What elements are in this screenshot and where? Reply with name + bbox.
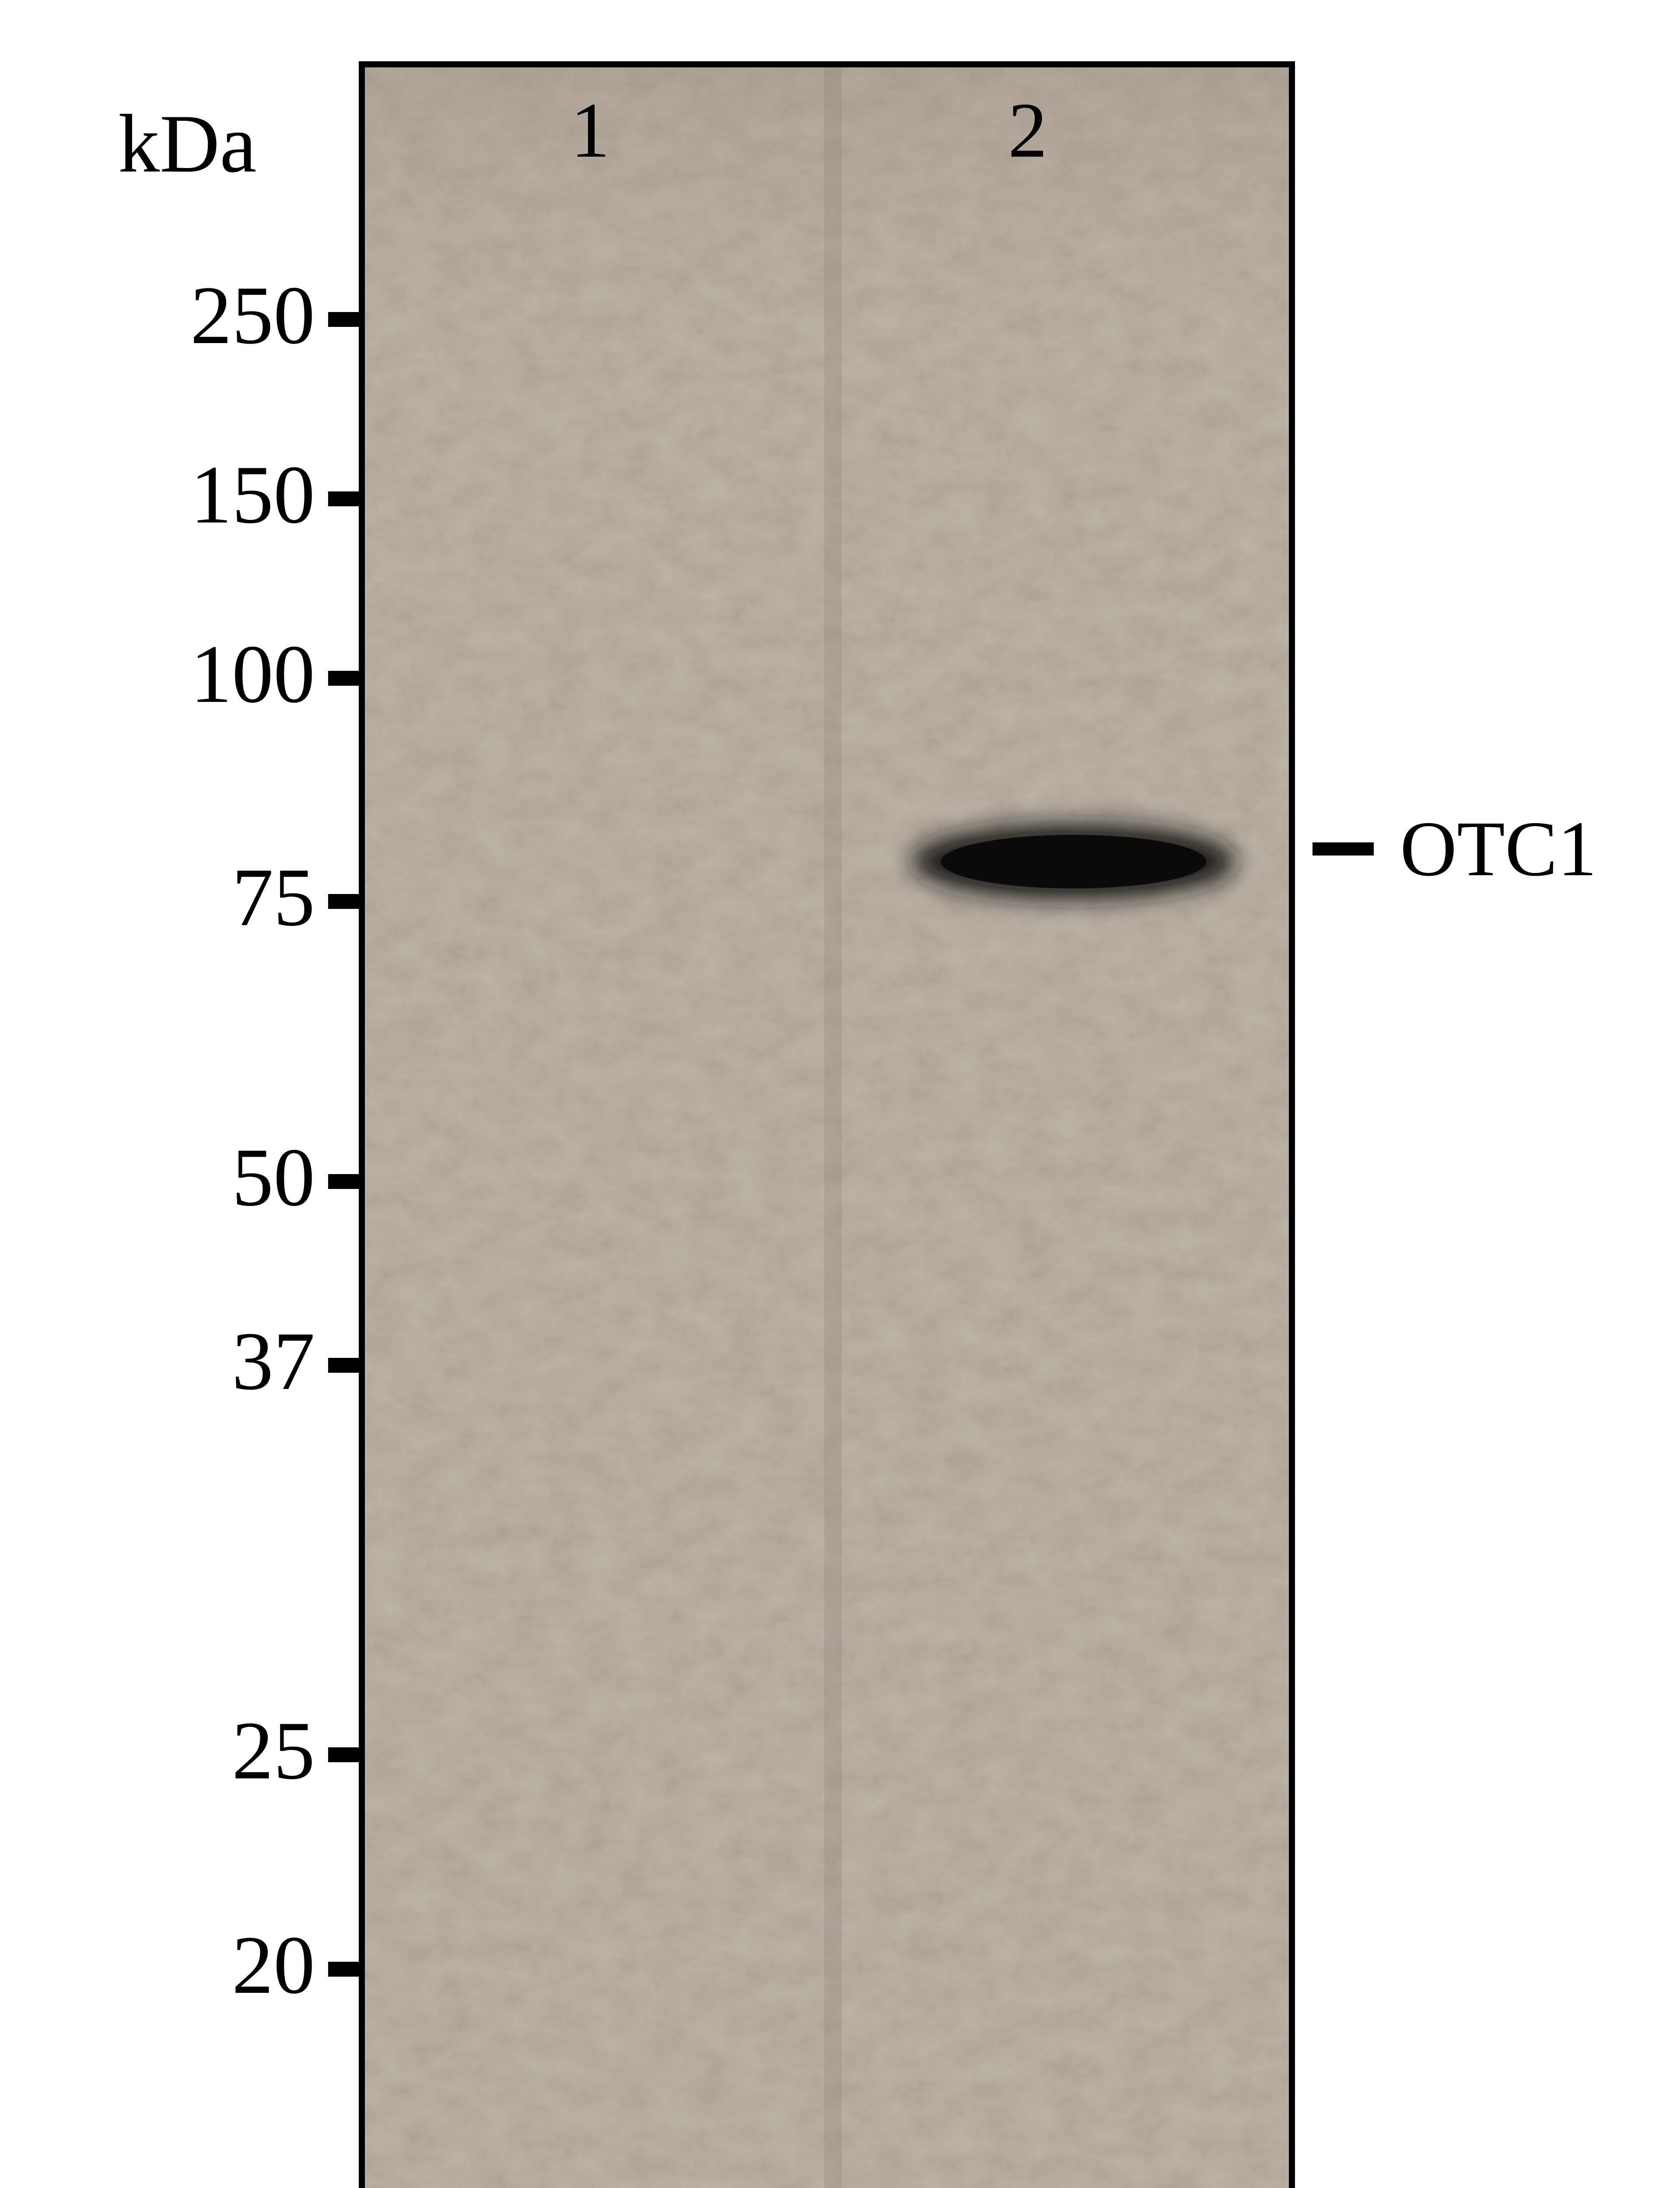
- band-label: OTC1: [1400, 803, 1597, 894]
- marker-label-50: 50: [131, 1130, 315, 1225]
- marker-label-75: 75: [131, 850, 315, 945]
- blot-membrane: 12: [359, 61, 1295, 2188]
- marker-label-250: 250: [131, 268, 315, 363]
- kda-axis-label: kDa: [118, 96, 257, 192]
- marker-label-25: 25: [131, 1703, 315, 1799]
- marker-label-20: 20: [131, 1918, 315, 2013]
- band-label-tick: [1312, 842, 1374, 856]
- lane-header-2: 2: [1008, 85, 1047, 175]
- marker-label-37: 37: [131, 1314, 315, 1409]
- marker-label-100: 100: [131, 627, 315, 722]
- target-band: [877, 789, 1270, 934]
- western-blot-figure: kDa 250150100755037252015 12 OTC1: [0, 0, 1680, 2188]
- lane-header-1: 1: [570, 85, 610, 175]
- marker-label-150: 150: [131, 447, 315, 543]
- lane-divider: [824, 67, 842, 2188]
